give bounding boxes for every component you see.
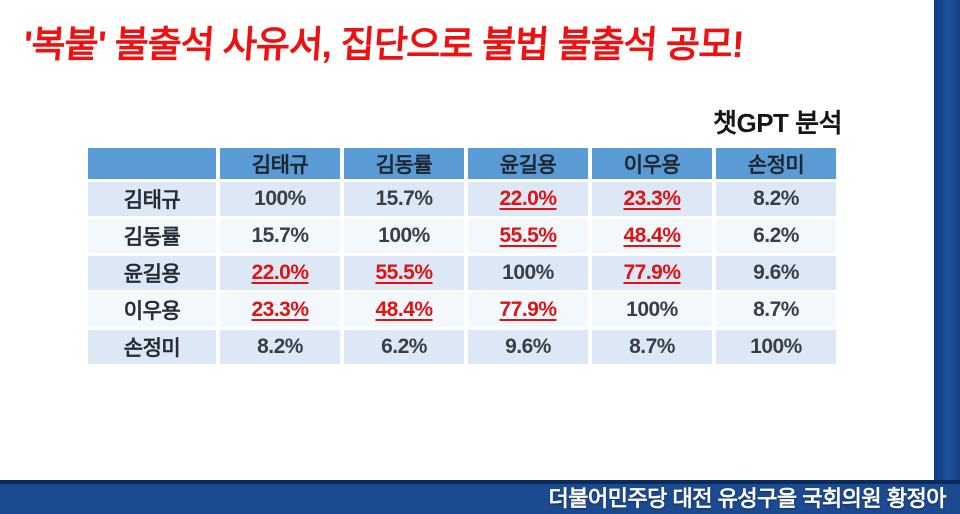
value-cell: 15.7% <box>220 219 340 253</box>
value-cell: 8.7% <box>716 293 836 327</box>
right-edge-strip <box>934 0 960 514</box>
column-header-cell: 김동률 <box>344 148 464 179</box>
column-header-cell: 김태규 <box>220 148 340 179</box>
column-header-cell: 손정미 <box>716 148 836 179</box>
value-cell: 100% <box>220 182 340 216</box>
row-name-cell: 김태규 <box>88 182 216 216</box>
value-cell: 8.2% <box>220 330 340 364</box>
value-cell: 77.9% <box>592 256 712 290</box>
value-cell: 100% <box>468 256 588 290</box>
chatgpt-analysis-label: 챗GPT 분석 <box>713 108 842 138</box>
table-body: 김태규 100% 15.7% 22.0% 23.3% 8.2% 김동률 15.7% 100% 55… <box>88 182 836 364</box>
value-cell: 48.4% <box>592 219 712 253</box>
row-name-cell: 손정미 <box>88 330 216 364</box>
value-cell: 100% <box>716 330 836 364</box>
value-cell: 9.6% <box>468 330 588 364</box>
value-cell: 22.0% <box>220 256 340 290</box>
value-cell: 6.2% <box>716 219 836 253</box>
value-cell: 15.7% <box>344 182 464 216</box>
value-cell: 23.3% <box>592 182 712 216</box>
table-row: 김동률 15.7% 100% 55.5% 48.4% 6.2% <box>88 219 836 253</box>
value-cell: 23.3% <box>220 293 340 327</box>
header-row: 김태규 김동률 윤길용 이우용 손정미 <box>88 148 836 179</box>
value-cell: 55.5% <box>468 219 588 253</box>
similarity-table: 김태규 김동률 윤길용 이우용 손정미 김태규 100% 15.7% 22.0% 23.3% 8.… <box>84 145 840 367</box>
table-row: 손정미 8.2% 6.2% 9.6% 8.7% 100% <box>88 330 836 364</box>
value-cell: 100% <box>592 293 712 327</box>
value-cell: 77.9% <box>468 293 588 327</box>
footer-bar: 더불어민주당 대전 유성구을 국회의원 황정아 <box>0 480 960 514</box>
corner-cell <box>88 148 216 179</box>
table-row: 김태규 100% 15.7% 22.0% 23.3% 8.2% <box>88 182 836 216</box>
row-name-cell: 김동률 <box>88 219 216 253</box>
row-name-cell: 이우용 <box>88 293 216 327</box>
table-row: 이우용 23.3% 48.4% 77.9% 100% 8.7% <box>88 293 836 327</box>
value-cell: 8.2% <box>716 182 836 216</box>
footer-text: 더불어민주당 대전 유성구을 국회의원 황정아 <box>548 486 946 511</box>
column-header-cell: 이우용 <box>592 148 712 179</box>
value-cell: 6.2% <box>344 330 464 364</box>
value-cell: 100% <box>344 219 464 253</box>
headline-title: '복붙' 불출석 사유서, 집단으로 불법 불출석 공모! <box>22 24 745 65</box>
table-header: 김태규 김동률 윤길용 이우용 손정미 <box>88 148 836 179</box>
row-name-cell: 윤길용 <box>88 256 216 290</box>
value-cell: 22.0% <box>468 182 588 216</box>
value-cell: 9.6% <box>716 256 836 290</box>
column-header-cell: 윤길용 <box>468 148 588 179</box>
value-cell: 8.7% <box>592 330 712 364</box>
table-row: 윤길용 22.0% 55.5% 100% 77.9% 9.6% <box>88 256 836 290</box>
value-cell: 55.5% <box>344 256 464 290</box>
value-cell: 48.4% <box>344 293 464 327</box>
